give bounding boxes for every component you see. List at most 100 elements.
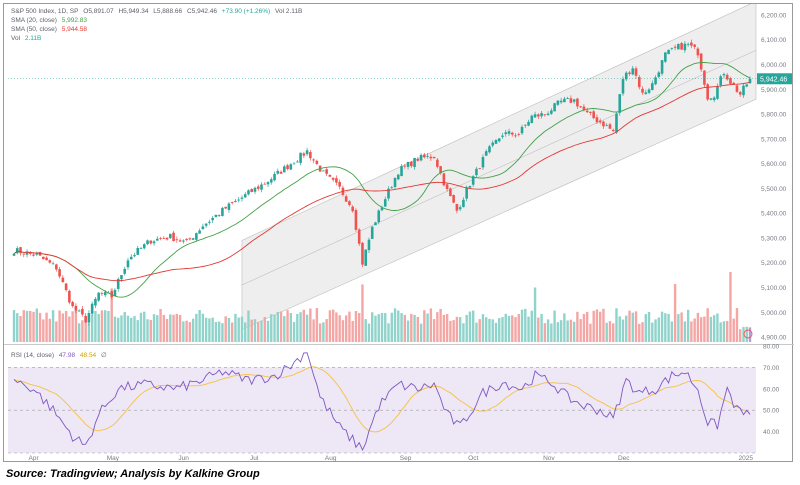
candle-body [647,89,651,93]
candle [605,123,609,127]
candle-body [550,110,553,114]
candle-body [188,238,192,240]
volume-bar [589,323,592,342]
time-axis-tick: Aug [325,455,337,462]
candle [585,107,589,113]
candle-body [735,85,739,92]
candle-body [579,106,582,108]
candle [351,205,354,213]
candle-body [484,151,488,156]
volume-bar [364,319,367,342]
candle-body [351,206,354,212]
candle-body [328,174,332,177]
candle-body [436,159,439,167]
candle-body [159,238,162,239]
candle-body [45,257,48,261]
volume-legend[interactable]: Vol 2.11B [11,35,44,43]
candle [517,132,521,137]
candle [325,167,328,176]
candle-body [165,237,169,240]
sma50-legend[interactable]: SMA (50, close) 5,944.58 [11,26,90,34]
volume-bar [162,314,166,342]
candle-body [637,77,641,88]
volume-bar [690,321,693,342]
volume-bar [130,317,133,342]
rsi-legend[interactable]: RSI (14, close) 47.98 48.54 ∅ [11,351,110,359]
volume-bar [426,313,429,342]
candle [494,139,498,145]
candle-body [403,165,407,167]
candle [481,154,485,170]
volume-bar [335,312,338,342]
chart-frame: 5,942.46 6,200.00 6,100.00 6,000.00 5,900.00… [3,3,794,463]
price-axis-tick: 5,800.00 [761,112,787,119]
candle [71,300,74,308]
volume-bar [204,317,208,342]
candle-body [256,186,260,189]
candle [377,209,381,225]
candle [546,111,550,116]
candle-body [185,238,188,240]
volume-bar [504,313,507,342]
candle [123,266,127,276]
volume-bar [572,321,576,342]
candle [22,253,26,258]
volume-bar [283,316,286,342]
candle-body [452,195,455,203]
candle-body [230,202,234,204]
volume-bar [458,317,462,342]
volume-bar [185,320,188,342]
candle-body [449,188,452,197]
last-price-badge-text: 5,942.46 [760,76,787,83]
volume-bar [384,313,387,342]
volume-bar [266,320,270,342]
candle [543,114,547,117]
candle [136,245,140,256]
candle [693,44,696,50]
volume-bar [664,313,667,342]
candle-body [110,291,113,298]
candle-body [204,223,208,226]
candle [738,90,742,97]
candle-body [129,256,133,260]
volume-bar [240,316,244,342]
candle-body [595,117,599,123]
volume-bar [159,308,162,342]
candle [221,206,224,217]
regression-channel [241,4,757,331]
candle-body [142,244,146,249]
candle [628,70,631,77]
candle-body [439,166,442,174]
chart-canvas[interactable]: 5,942.46 6,200.00 6,100.00 6,000.00 5,900.00… [4,4,794,463]
candle-body [260,184,263,190]
rsi-axis-tick: 50.00 [763,408,780,415]
volume-bar [471,310,475,342]
candle [374,221,377,226]
candle [348,200,351,207]
volume-bar [406,320,410,342]
volume-bar [100,310,104,342]
candle-body [465,187,468,199]
candle-body [442,173,446,186]
candle [579,105,582,108]
time-axis-tick: Dec [618,455,630,462]
sma20-legend[interactable]: SMA (20, close) 5,992.83 [11,17,90,25]
volume-bar [673,284,677,342]
volume-bar [358,313,361,342]
candle-body [400,166,403,177]
volume-bar [475,322,478,342]
change-value: +73.90 (+1.26%) [221,8,271,15]
candle-body [169,233,172,239]
candle-body [383,199,387,207]
volume-bar [16,313,19,342]
candle-body [175,239,179,241]
low-value: L5,888.66 [153,8,183,15]
candle-body [198,230,201,234]
sma20-label: SMA (20, close) [11,17,57,24]
rsi-extra: ∅ [101,352,107,359]
volume-bar [419,323,423,342]
candle-body [195,233,198,240]
candle-body [227,203,231,210]
candle-body [478,168,481,169]
scroll-to-realtime-icon[interactable] [743,329,753,339]
